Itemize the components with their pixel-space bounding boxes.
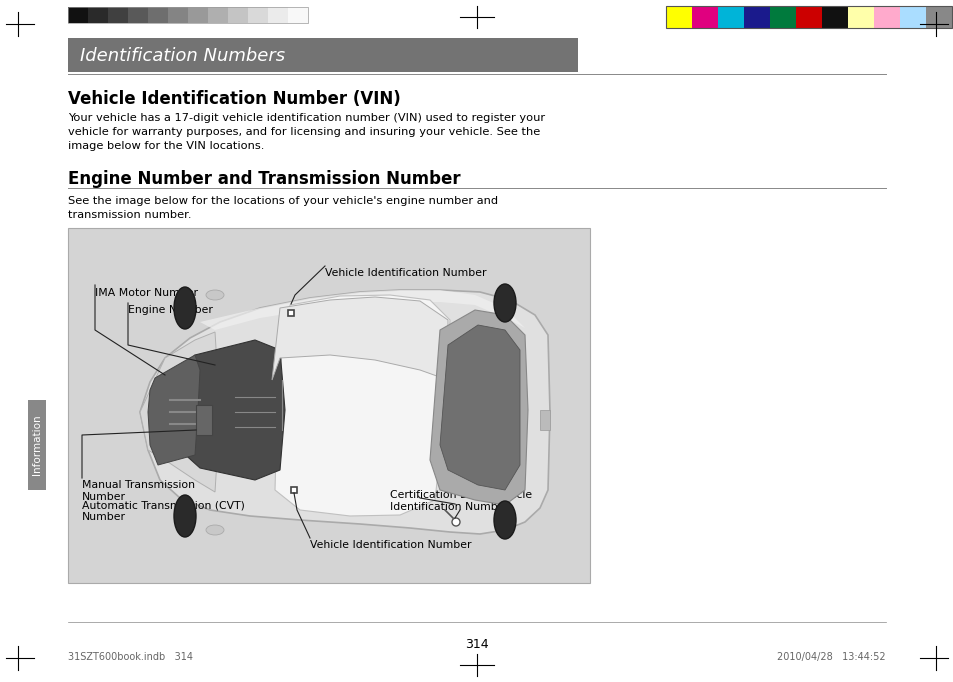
Text: Vehicle Identification Number: Vehicle Identification Number <box>310 540 471 550</box>
Ellipse shape <box>206 525 224 535</box>
Polygon shape <box>274 295 450 516</box>
Text: Your vehicle has a 17-digit vehicle identification number (VIN) used to register: Your vehicle has a 17-digit vehicle iden… <box>68 113 544 151</box>
Polygon shape <box>174 340 285 480</box>
Polygon shape <box>430 310 527 505</box>
Bar <box>288 310 294 316</box>
Ellipse shape <box>206 290 224 300</box>
Text: Manual Transmission
Number: Manual Transmission Number <box>82 480 194 503</box>
Bar <box>291 487 296 493</box>
Bar <box>108 7 128 23</box>
Ellipse shape <box>452 518 459 526</box>
Bar <box>925 6 951 28</box>
Polygon shape <box>140 290 550 534</box>
Text: Engine Number and Transmission Number: Engine Number and Transmission Number <box>68 170 460 188</box>
Polygon shape <box>272 297 448 380</box>
Bar <box>128 7 148 23</box>
Bar <box>665 6 951 28</box>
Text: 314: 314 <box>465 638 488 651</box>
Bar <box>195 405 212 435</box>
Bar <box>68 7 88 23</box>
Text: 31SZT600book.indb   314: 31SZT600book.indb 314 <box>68 652 193 662</box>
Text: Information: Information <box>32 415 42 475</box>
Bar <box>288 7 308 23</box>
Bar <box>795 6 821 28</box>
Polygon shape <box>140 332 220 492</box>
Polygon shape <box>200 290 524 330</box>
Bar <box>188 7 208 23</box>
Bar <box>28 400 46 490</box>
Bar <box>228 7 248 23</box>
Bar <box>718 6 743 28</box>
Text: Vehicle Identification Number: Vehicle Identification Number <box>325 268 486 278</box>
Bar <box>168 7 188 23</box>
Bar <box>847 6 873 28</box>
Bar <box>691 6 718 28</box>
Polygon shape <box>148 355 200 465</box>
Bar <box>88 7 108 23</box>
Polygon shape <box>439 325 519 490</box>
Bar <box>821 6 847 28</box>
Text: Identification Numbers: Identification Numbers <box>80 47 285 65</box>
Ellipse shape <box>494 501 516 539</box>
Bar <box>769 6 795 28</box>
Bar <box>68 7 308 23</box>
Ellipse shape <box>173 287 195 329</box>
Ellipse shape <box>173 495 195 537</box>
Bar <box>148 7 168 23</box>
Bar <box>68 228 589 583</box>
Bar <box>665 6 691 28</box>
Text: See the image below for the locations of your vehicle's engine number and
transm: See the image below for the locations of… <box>68 196 497 220</box>
Bar <box>873 6 899 28</box>
Bar <box>248 7 268 23</box>
Bar <box>539 410 550 430</box>
Text: Certification Label/Vehicle
Identification Number: Certification Label/Vehicle Identificati… <box>390 490 532 512</box>
Bar <box>743 6 769 28</box>
Bar <box>268 7 288 23</box>
Text: 2010/04/28   13:44:52: 2010/04/28 13:44:52 <box>777 652 885 662</box>
Bar <box>68 38 578 72</box>
Text: Vehicle Identification Number (VIN): Vehicle Identification Number (VIN) <box>68 90 400 108</box>
Text: Automatic Transmission (CVT)
Number: Automatic Transmission (CVT) Number <box>82 500 245 522</box>
Text: Engine Number: Engine Number <box>128 305 213 315</box>
Bar <box>899 6 925 28</box>
Bar <box>208 7 228 23</box>
Text: IMA Motor Number: IMA Motor Number <box>95 288 198 298</box>
Ellipse shape <box>494 284 516 322</box>
